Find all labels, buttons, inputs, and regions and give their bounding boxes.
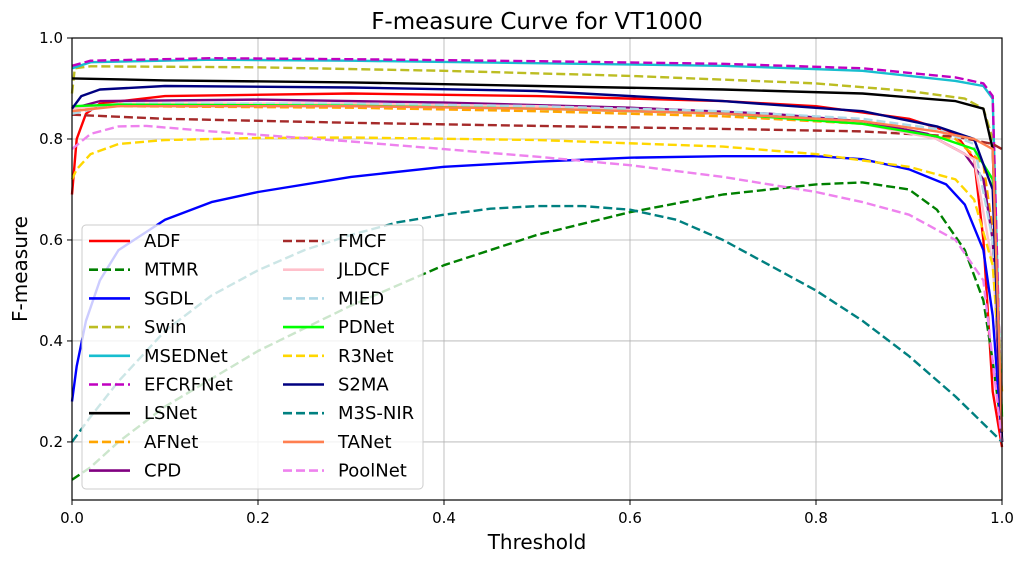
legend-label-adf: ADF bbox=[144, 231, 181, 252]
x-tick-label: 0.0 bbox=[60, 509, 84, 527]
legend-label-tanet: TANet bbox=[337, 432, 392, 453]
legend-label-efcrfnet: EFCRFNet bbox=[144, 375, 233, 396]
legend-box bbox=[81, 224, 424, 490]
legend-label-pdnet: PDNet bbox=[338, 317, 394, 338]
y-tick-label: 0.4 bbox=[39, 332, 63, 350]
legend-label-afnet: AFNet bbox=[144, 432, 198, 453]
series-line-lsnet bbox=[71, 77, 1004, 442]
series-line-cpd bbox=[71, 98, 1004, 442]
legend-label-r3net: R3Net bbox=[338, 346, 394, 367]
plot-frame bbox=[71, 37, 1003, 501]
legend-label-mtmr: MTMR bbox=[144, 260, 199, 281]
series-line-efcrfnet bbox=[71, 57, 1004, 442]
legend-label-sgdl: SGDL bbox=[144, 288, 193, 309]
legend-label-jldcf: JLDCF bbox=[337, 260, 390, 281]
chart-title: F-measure Curve for VT1000 bbox=[371, 9, 703, 35]
x-tick-label: 0.6 bbox=[618, 509, 642, 527]
x-axis-label: Threshold bbox=[487, 530, 587, 554]
legend-label-m3s-nir: M3S-NIR bbox=[338, 403, 414, 424]
legend-label-poolnet: PoolNet bbox=[338, 461, 407, 482]
legend-label-fmcf: FMCF bbox=[338, 231, 387, 252]
axis-ticks: 0.0 0.2 0.4 0.6 0.8 1.0 0.2 0.4 0.6 0.8 1.0 bbox=[39, 29, 1014, 527]
x-tick-label: 1.0 bbox=[990, 509, 1014, 527]
series-line-r3net bbox=[70, 136, 1004, 392]
legend-label-cpd: CPD bbox=[144, 461, 181, 482]
legend: ADF MTMR SGDL Swin MSEDNet EFCRFNet LSNet AFNet… bbox=[81, 224, 424, 490]
x-tick-label: 0.4 bbox=[432, 509, 456, 527]
series-line-poolnet bbox=[71, 124, 1004, 443]
series-line-fmcf bbox=[71, 113, 1003, 151]
series-line-s2ma bbox=[71, 84, 1004, 442]
legend-label-mied: MIED bbox=[338, 288, 384, 309]
y-tick-label: 0.6 bbox=[39, 231, 63, 249]
legend-label-msednet: MSEDNet bbox=[144, 346, 228, 367]
legend-label-swin: Swin bbox=[144, 317, 187, 338]
y-tick-label: 0.2 bbox=[39, 433, 63, 451]
series-line-mied bbox=[71, 102, 1004, 392]
y-tick-label: 1.0 bbox=[39, 29, 63, 47]
legend-label-s2ma: S2MA bbox=[338, 375, 389, 396]
x-tick-label: 0.8 bbox=[804, 509, 828, 527]
x-tick-label: 0.2 bbox=[246, 509, 270, 527]
series-line-tanet bbox=[71, 105, 1004, 432]
series-line-msednet bbox=[71, 58, 1004, 442]
y-tick-label: 0.8 bbox=[39, 130, 63, 148]
y-axis-label: F-measure bbox=[8, 216, 32, 322]
legend-label-lsnet: LSNet bbox=[144, 403, 197, 424]
